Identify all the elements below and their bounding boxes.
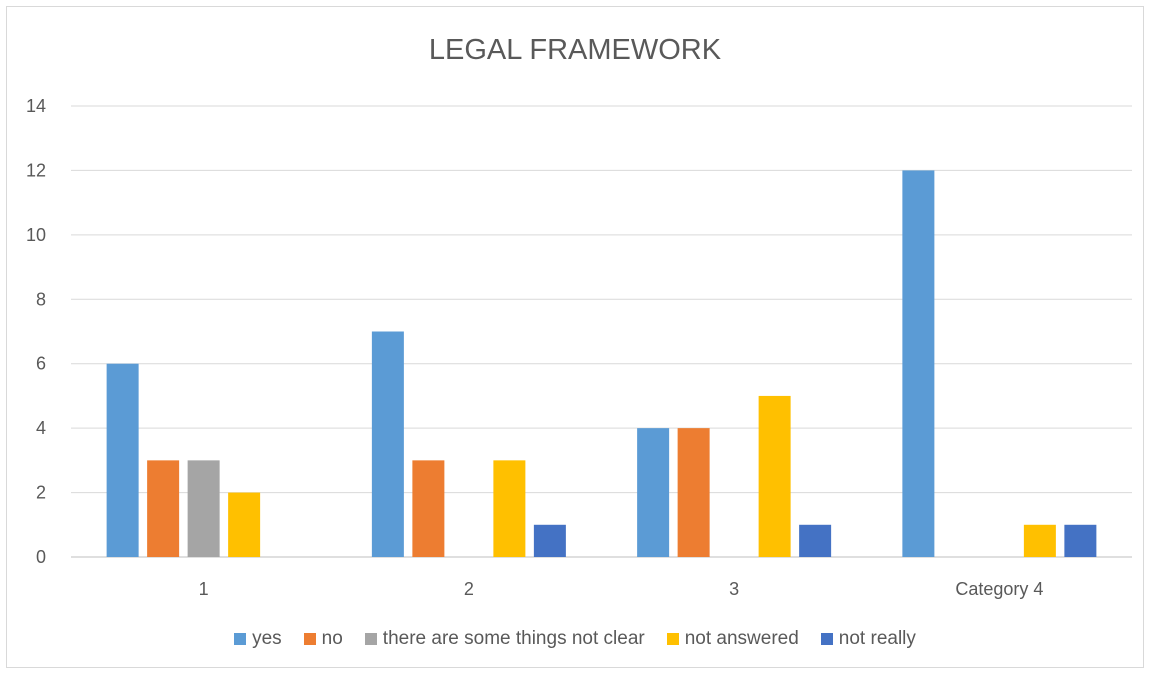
bar-not-really-Category-4 [1064, 524, 1097, 557]
y-tick-label: 4 [36, 418, 46, 438]
x-tick-label: 2 [464, 579, 474, 599]
bar-yes-Category-4 [902, 170, 935, 557]
x-tick-label: 1 [199, 579, 209, 599]
legend-item: no [303, 628, 343, 650]
chart-frame [6, 6, 1144, 668]
bar-no-2 [412, 460, 445, 557]
legend-label: not answered [684, 628, 799, 649]
legend-label: yes [252, 628, 282, 649]
bar-yes-2 [371, 331, 404, 557]
legend-item: yes [234, 628, 282, 650]
x-tick-label: 3 [729, 579, 739, 599]
gridlines [71, 105, 1132, 558]
y-tick-label: 12 [26, 160, 46, 180]
legend-swatch [666, 633, 679, 645]
bar-no-1 [147, 460, 180, 557]
legend-swatch [234, 633, 247, 645]
bar-not-answered-3 [758, 395, 791, 557]
bar-not-answered-1 [228, 492, 261, 557]
bars [106, 170, 1097, 557]
y-tick-label: 6 [36, 354, 46, 374]
chart-title: LEGAL FRAMEWORK [428, 34, 722, 66]
legend-item: there are some things not clear [364, 628, 645, 650]
bar-yes-3 [637, 428, 670, 557]
x-tick-label: Category 4 [955, 579, 1043, 599]
bar-yes-1 [106, 363, 139, 557]
y-tick-label: 10 [26, 225, 46, 245]
y-tick-label: 0 [36, 547, 46, 567]
bar-no-3 [677, 428, 710, 557]
legend-swatch [303, 633, 316, 645]
bar-not-answered-2 [493, 460, 526, 557]
legend-label: no [321, 628, 343, 649]
bar-not-really-2 [533, 524, 566, 557]
legend: yes no there are some things not clear not … [0, 628, 1150, 650]
legend-swatch [820, 633, 833, 645]
legend-item: not really [820, 628, 916, 650]
legend-swatch [364, 633, 377, 645]
y-axis-ticks: 0 2 4 6 8 10 12 14 [26, 96, 46, 567]
legend-label: there are some things not clear [382, 628, 645, 649]
bar-there-are-some-things-not-clear-1 [187, 460, 220, 557]
legend-label: not really [838, 628, 916, 649]
bar-not-really-3 [799, 524, 832, 557]
y-tick-label: 2 [36, 483, 46, 503]
x-axis-ticks: 1 2 3 Category 4 [199, 579, 1044, 599]
legend-item: not answered [666, 628, 799, 650]
y-tick-label: 8 [36, 289, 46, 309]
y-tick-label: 14 [26, 96, 46, 116]
bar-not-answered-Category-4 [1023, 524, 1056, 557]
